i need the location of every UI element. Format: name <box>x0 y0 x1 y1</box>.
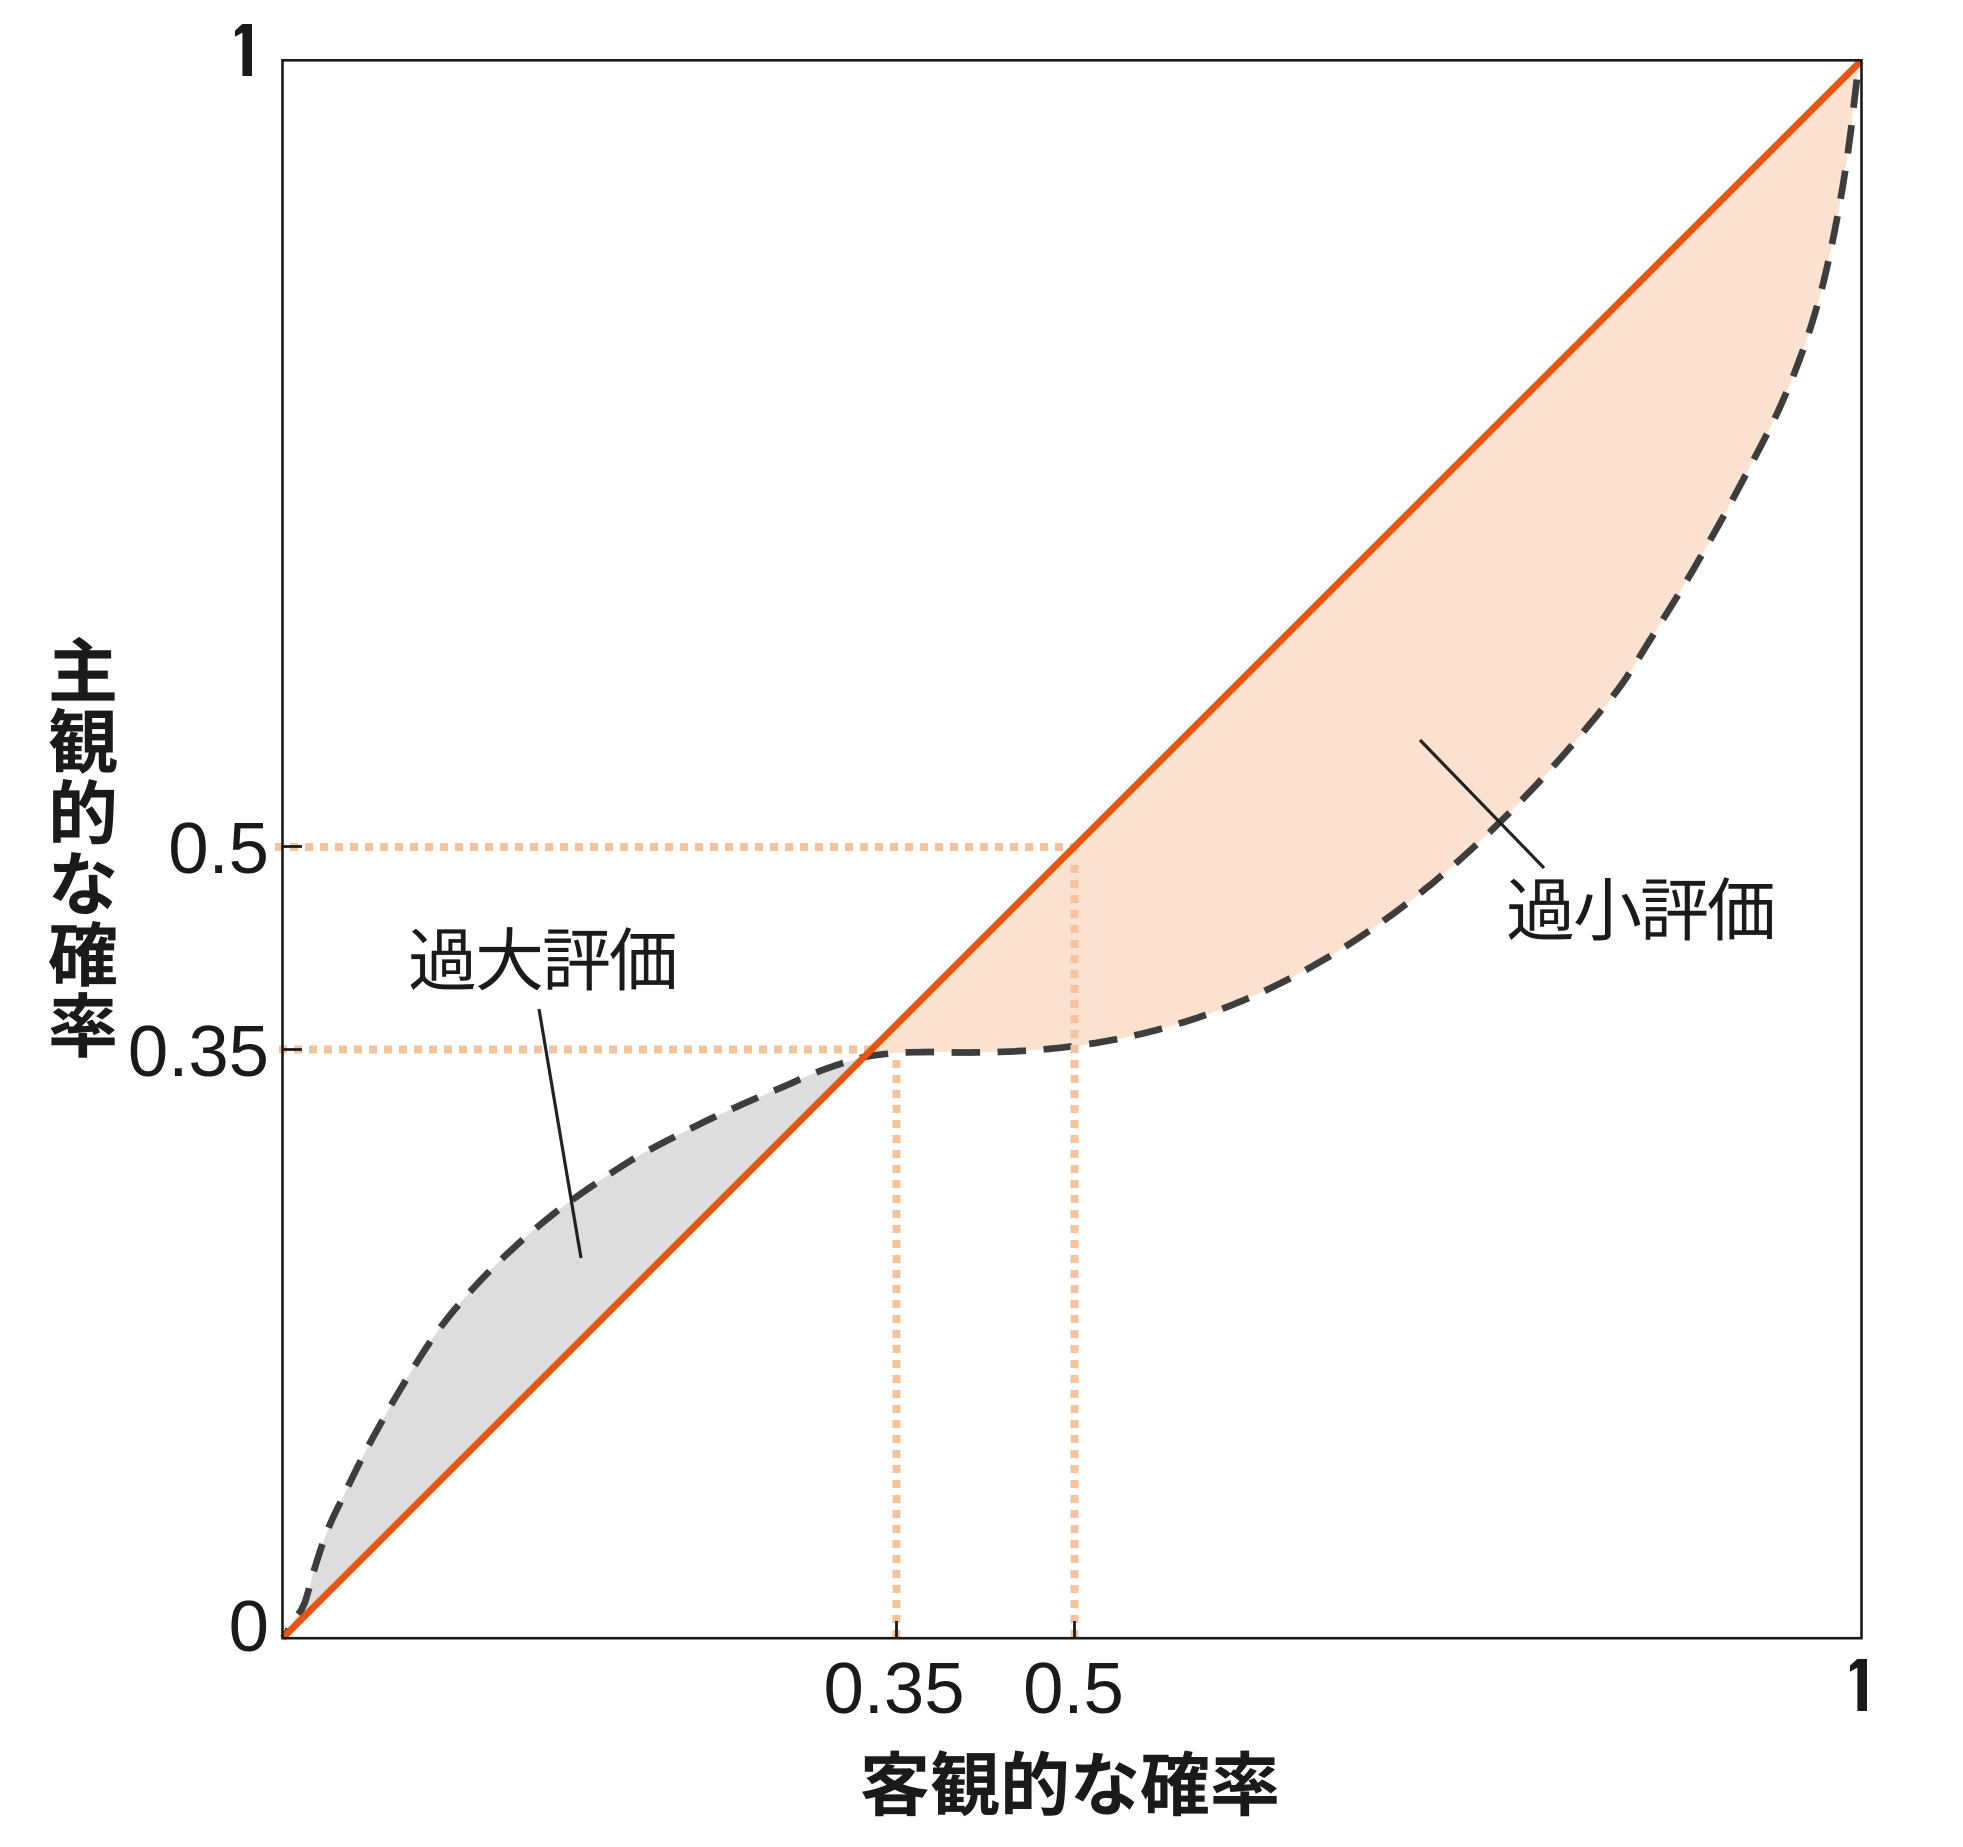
svg-text:0.35: 0.35 <box>128 1011 269 1092</box>
svg-text:0.5: 0.5 <box>1023 1648 1124 1729</box>
svg-text:0.35: 0.35 <box>823 1648 964 1729</box>
svg-text:0: 0 <box>229 1586 269 1667</box>
svg-text:0.5: 0.5 <box>168 808 269 889</box>
